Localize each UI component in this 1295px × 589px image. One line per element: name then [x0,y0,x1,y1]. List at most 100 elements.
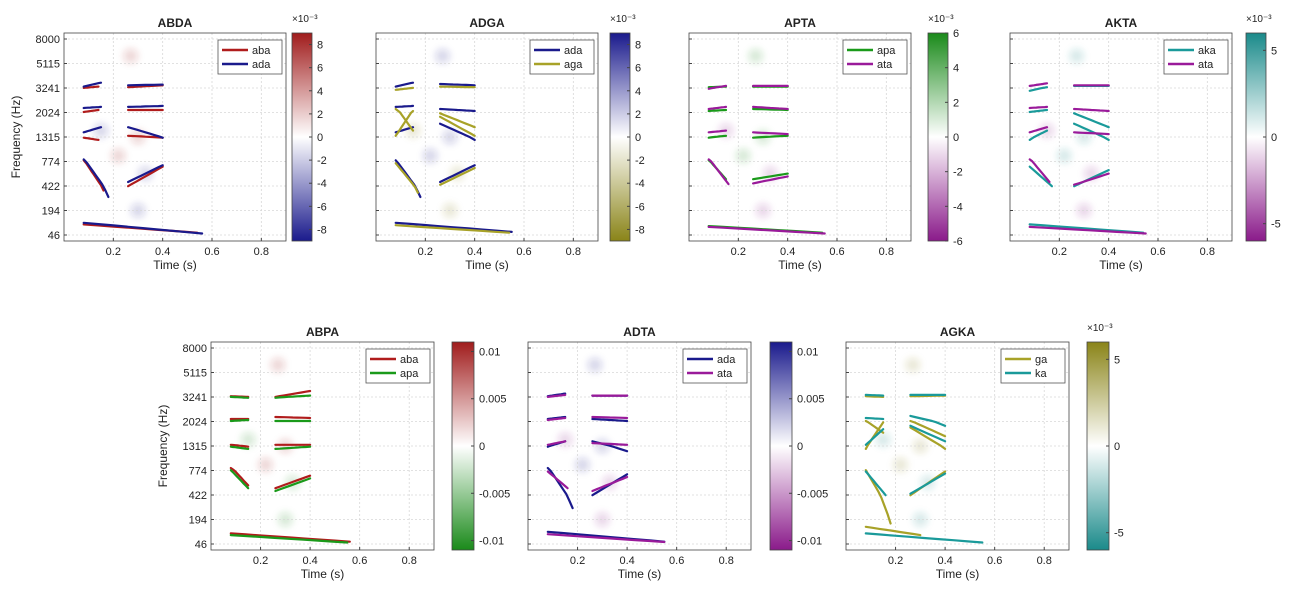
y-tick-label: 46 [195,539,207,551]
formant-track [127,104,164,108]
formant-track [1028,105,1049,110]
legend-box [365,348,431,384]
heatmap-blob [913,512,928,527]
legend: ada aga [529,39,595,75]
colorbar-exponent: ×10⁻³ [928,14,954,25]
formant-track [1028,108,1049,114]
formant-track [707,84,728,90]
formant-track [864,421,885,450]
y-tick-label: 774 [42,157,60,169]
formant-track [1073,122,1110,141]
subplot-adga: 0.2 0.4 0.6 0.8 Time (s) ADGA ada aga 8 6 4 2 0 -2 -4 -… [375,14,645,272]
colorbar-tick-label: 8 [317,40,323,52]
colorbar-tick-label: -0.005 [479,488,510,500]
formant-track [864,525,922,537]
x-tick-label: 0.8 [402,555,417,567]
colorbar-tick-label: 4 [317,86,323,98]
colorbar-tick-label: 8 [635,40,641,52]
formant-track [752,134,789,139]
y-tick-label: 1315 [183,441,207,453]
formant-track [394,86,415,91]
colorbar-tick-label: 0 [635,132,641,144]
y-tick-label: 774 [189,466,207,478]
colorbar-tick-label: 2 [953,97,959,109]
y-tick-label: 46 [48,230,60,242]
x-tick-label: 0.8 [254,246,269,258]
formant-track [546,416,567,422]
formant-track [82,136,100,141]
x-axis-label: Time (s) [618,567,662,581]
formant-track [1073,112,1110,129]
colorbar-tick-label: 0 [1271,132,1277,144]
formant-track [229,532,351,543]
colorbar-tick-label: 6 [317,63,323,75]
formant-track [439,164,476,184]
subplot-title: APTA [784,16,816,30]
heatmap-blob [241,432,256,447]
heatmap-blob [423,148,438,163]
colorbar: 5 0 -5 ×10⁻³ [1245,14,1281,242]
series-aba [229,389,351,543]
series-ata [707,84,826,235]
colorbar-tick-label: -2 [317,155,327,167]
formant-track [439,107,476,113]
formant-track [591,442,629,446]
x-tick-label: 0.4 [937,555,952,567]
formant-track [82,85,100,89]
formant-track [82,221,204,235]
legend-label: apa [877,45,896,57]
legend-label: aga [564,59,583,71]
formant-track [127,165,164,188]
subplot-title: ABPA [306,325,339,339]
legend: apa ata [842,39,908,75]
colorbar-tick-label: 2 [635,109,641,121]
x-axis-label: Time (s) [936,567,980,581]
heatmap-blob [435,48,450,63]
y-tick-label: 3241 [183,392,207,404]
legend: aba apa [365,348,431,384]
heatmap-blob [905,357,920,372]
legend-box [529,39,595,75]
colorbar-tick-label: 5 [1271,45,1277,57]
x-tick-label: 0.4 [467,246,482,258]
formant-track [274,474,312,490]
x-tick-label: 0.8 [1037,555,1052,567]
x-tick-label: 0.8 [879,246,894,258]
legend-box [1163,39,1229,75]
series-apa [229,394,349,544]
legend-label: ata [717,368,733,380]
colorbar-tick-label: 6 [635,63,641,75]
formant-track [707,105,728,111]
legend-label: apa [400,368,419,380]
colorbar: 8 6 4 2 0 -2 -4 -6 -8 ×10⁻³ [291,14,327,242]
colorbar-tick-label: -0.01 [797,536,822,548]
x-axis-label: Time (s) [778,258,822,272]
x-tick-label: 0.2 [570,555,585,567]
colorbar-exponent: ×10⁻³ [1246,14,1272,25]
formant-track [707,129,728,134]
formant-track [909,414,947,427]
formant-track [439,112,476,129]
formant-track [394,221,513,233]
heatmap-blob [558,432,573,447]
colorbar-tick-label: -4 [317,178,327,190]
legend-label: ada [717,354,736,366]
formant-track [229,534,349,544]
formant-track [752,131,789,136]
heatmap-blob [748,48,763,63]
colorbar-tick-label: -2 [635,155,645,167]
x-axis-label: Time (s) [153,258,197,272]
y-axis-label: Frequency (Hz) [156,405,170,488]
formant-track [439,115,476,137]
formant-track [909,426,947,450]
formant-track [909,472,947,495]
subplot-title: AGKA [940,325,976,339]
colorbar-bar [451,341,475,551]
x-axis-label: Time (s) [301,567,345,581]
legend-label: aba [400,354,419,366]
x-tick-label: 0.6 [352,555,367,567]
y-tick-label: 5115 [183,368,207,380]
heatmap-blob [913,439,928,453]
legend-box [842,39,908,75]
colorbar-tick-label: -5 [1114,528,1124,540]
